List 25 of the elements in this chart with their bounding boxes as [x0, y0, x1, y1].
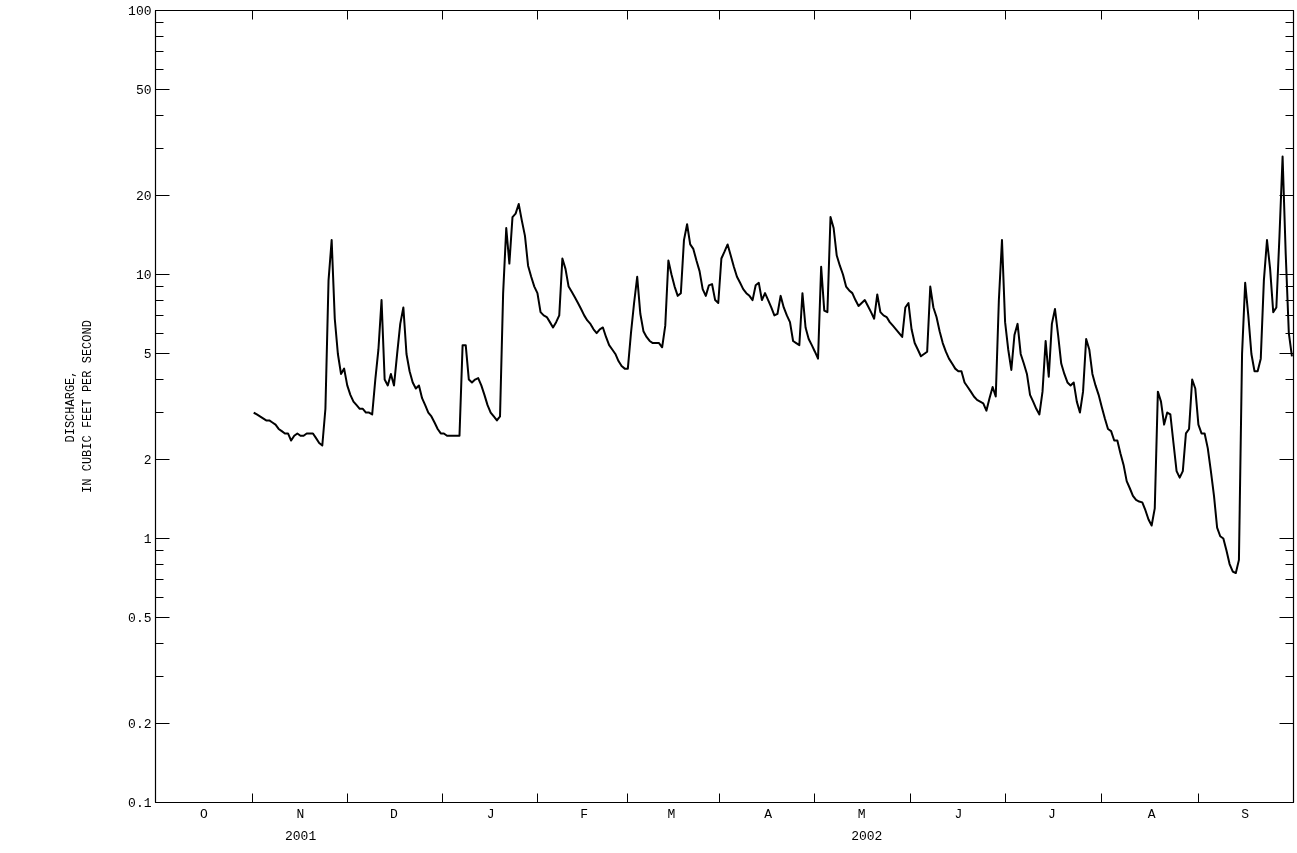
y-tick-label: 5: [143, 347, 152, 363]
x-tick-label: A: [1147, 806, 1156, 822]
x-tick-label: N: [296, 806, 305, 822]
y-tick-label: 100: [128, 4, 152, 19]
y-tick-label: 50: [135, 83, 152, 99]
y-tick-label: 0.5: [128, 611, 152, 627]
text: 2002: [851, 828, 883, 844]
x-tick-label: D: [390, 806, 399, 822]
y-tick-label: 0.2: [128, 716, 152, 732]
x-tick-label: J: [954, 806, 963, 822]
x-tick-label: J: [486, 806, 495, 822]
x-tick-label: S: [1241, 806, 1250, 822]
x-tick-label: M: [857, 806, 866, 822]
x-tick-label: M: [667, 806, 676, 822]
x-tick-label: J: [1047, 806, 1056, 822]
y-tick-label: 10: [135, 268, 152, 283]
y-tick-label: 2: [143, 452, 152, 468]
y-tick-label: 0.1: [128, 796, 152, 811]
y-tick-label: 20: [135, 188, 152, 204]
y-axis-title: DISCHARGE, IN CUBIC FEET PER SECOND: [64, 320, 96, 493]
text: 2001: [284, 828, 317, 844]
x-tick-label: O: [199, 806, 208, 822]
x-tick-label: F: [580, 806, 589, 822]
y-tick-label: 1: [143, 532, 152, 547]
x-tick-label: A: [764, 806, 773, 822]
